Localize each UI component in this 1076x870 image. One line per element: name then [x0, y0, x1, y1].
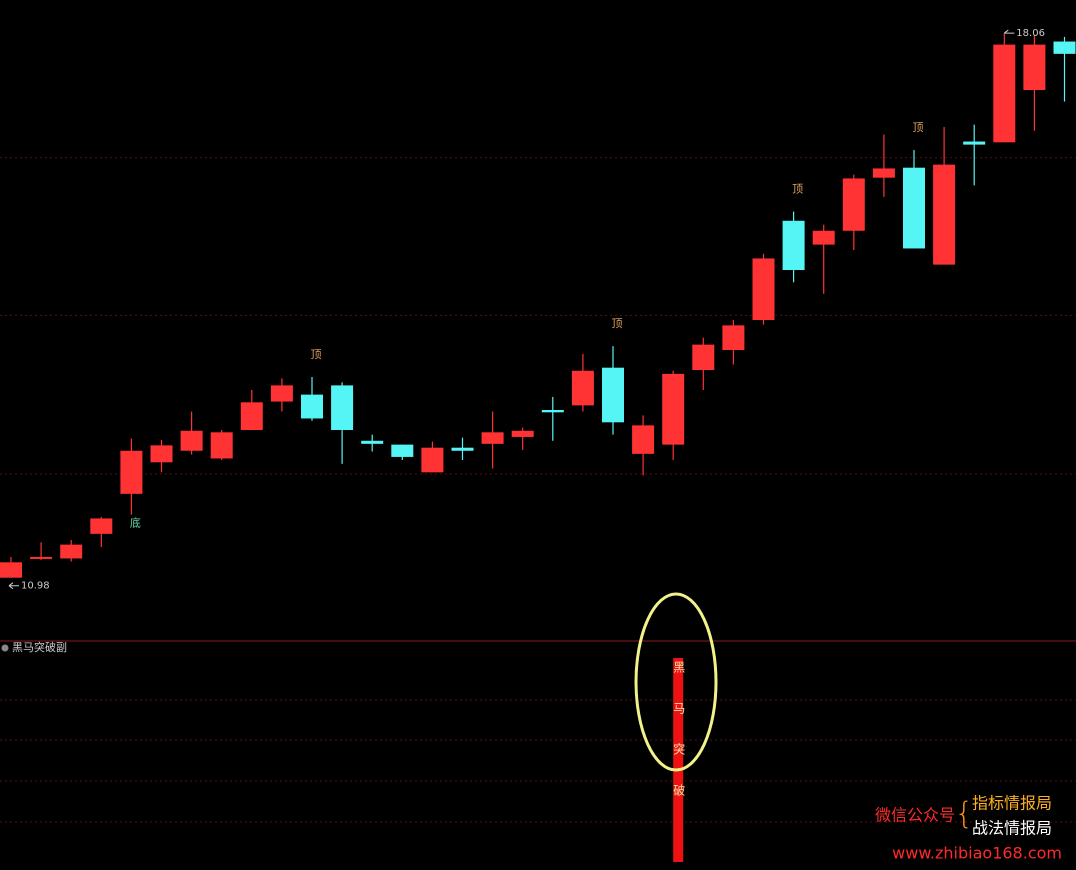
brace: { — [954, 797, 973, 832]
high-label: 18.06 — [1016, 28, 1045, 39]
watermark-label: 微信公众号 — [875, 806, 955, 825]
candle-body — [511, 430, 534, 437]
signal-char: 突 — [673, 742, 685, 757]
candle-body — [270, 385, 293, 402]
candle-body — [632, 425, 655, 454]
pattern-mark: 顶 — [612, 317, 623, 330]
signal-char: 黑 — [673, 661, 685, 675]
candle-body — [90, 518, 113, 534]
signal-char: 破 — [673, 783, 685, 798]
candle-body — [782, 220, 805, 270]
candle-body — [361, 440, 384, 444]
low-arrow — [8, 582, 19, 590]
candle-body — [933, 164, 956, 265]
watermark-line: 指标情报局 — [972, 794, 1052, 813]
candle-body — [662, 373, 685, 445]
panel-title: 黑马突破副 — [12, 640, 67, 654]
candle-body — [421, 447, 444, 473]
candle-body — [963, 141, 986, 145]
candle-body — [0, 562, 22, 578]
pattern-mark: 顶 — [792, 183, 803, 196]
candle-body — [210, 432, 233, 459]
candle-body — [602, 367, 624, 423]
watermark-line: 战法情报局 — [972, 819, 1052, 838]
candle-body — [812, 230, 835, 245]
signal-bar — [673, 658, 684, 862]
candle-body — [391, 444, 414, 457]
candle-body — [692, 344, 715, 370]
candle-body — [1053, 41, 1076, 54]
candle-body — [301, 394, 323, 419]
candle-body — [1023, 44, 1046, 90]
candle-body — [903, 167, 925, 249]
candle-body — [842, 178, 865, 231]
candle-body — [872, 168, 895, 178]
pattern-mark: 顶 — [913, 121, 924, 134]
highlight-ellipse — [634, 592, 718, 772]
candle-body — [180, 430, 203, 451]
low-label: 10.98 — [21, 581, 50, 592]
candle-body — [60, 544, 83, 559]
candle-body — [481, 432, 504, 444]
candle-body — [722, 325, 745, 350]
lower-grid — [0, 699, 1076, 823]
candle-body — [120, 450, 143, 494]
candle-body — [571, 370, 594, 406]
candle-body — [541, 410, 564, 413]
candle-body — [993, 44, 1016, 143]
candle-body — [30, 556, 53, 559]
pattern-mark: 底 — [130, 516, 141, 530]
high-arrow — [1004, 29, 1015, 34]
candle-body — [240, 402, 263, 430]
candle-body — [331, 385, 354, 430]
signal-char: 马 — [673, 702, 685, 716]
candle-body — [451, 447, 474, 451]
pattern-mark: 顶 — [311, 348, 322, 361]
panel-icon — [1, 644, 9, 652]
candle-body — [150, 445, 173, 463]
candle-body — [752, 258, 775, 320]
watermark-url: www.zhibiao168.com — [892, 844, 1062, 863]
